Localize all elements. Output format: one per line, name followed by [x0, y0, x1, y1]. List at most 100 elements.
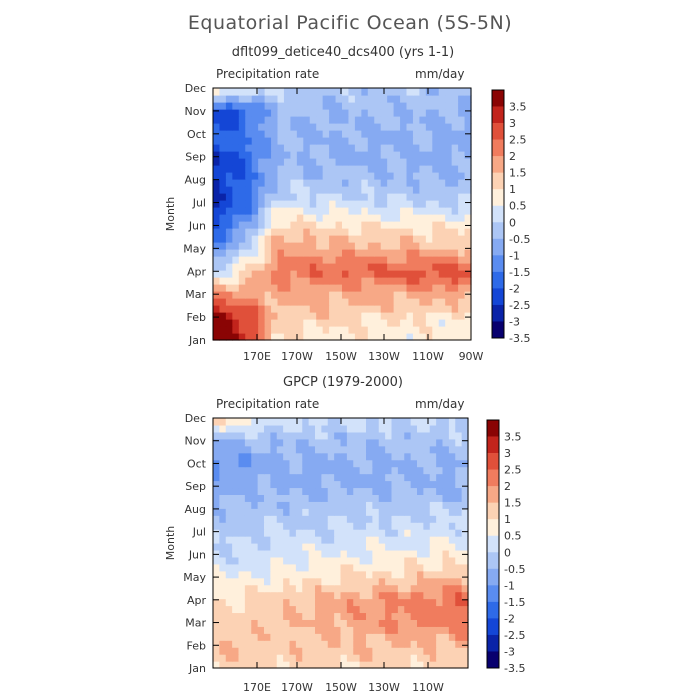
- heatmap-cell: [438, 151, 446, 159]
- heatmap-cell: [334, 570, 342, 579]
- heatmap-cell: [353, 647, 361, 655]
- heatmap-cell: [289, 549, 297, 558]
- heatmap-cell: [327, 466, 335, 475]
- heatmap-cell: [225, 291, 233, 299]
- heatmap-cell: [264, 647, 271, 655]
- heatmap-cell: [316, 88, 324, 96]
- heatmap-cell: [289, 556, 297, 565]
- heatmap-cell: [327, 487, 335, 495]
- heatmap-cell: [353, 452, 361, 461]
- heatmap-cell: [290, 172, 298, 180]
- heatmap-cell: [393, 235, 401, 243]
- heatmap-cell: [213, 529, 220, 537]
- heatmap-cell: [342, 326, 350, 334]
- heatmap-cell: [464, 284, 472, 292]
- heatmap-cell: [238, 501, 246, 509]
- heatmap-cell: [232, 228, 240, 236]
- heatmap-cell: [335, 207, 343, 215]
- heatmap-cell: [406, 123, 414, 131]
- heatmap-cell: [346, 501, 354, 509]
- heatmap-cell: [283, 612, 291, 620]
- heatmap-cell: [270, 633, 278, 641]
- heatmap-cell: [219, 298, 227, 306]
- heatmap-cell: [393, 291, 401, 299]
- heatmap-cell: [238, 452, 246, 461]
- heatmap-cell: [378, 626, 386, 634]
- heatmap-cell: [277, 130, 285, 138]
- heatmap-cell: [213, 494, 220, 502]
- heatmap-cell: [276, 598, 284, 607]
- heatmap-cell: [295, 529, 303, 537]
- heatmap-cell: [232, 473, 240, 482]
- heatmap-cell: [277, 249, 285, 257]
- heatmap-cell: [436, 452, 444, 461]
- heatmap-cell: [238, 459, 246, 468]
- heatmap-cell: [348, 312, 356, 320]
- heatmap-cell: [451, 116, 459, 124]
- heatmap-cell: [464, 228, 472, 236]
- heatmap-cell: [429, 480, 437, 489]
- heatmap-cell: [391, 529, 399, 537]
- heatmap-cell: [245, 158, 253, 166]
- heatmap-cell: [316, 165, 324, 173]
- heatmap-cell: [445, 291, 453, 299]
- heatmap-cell: [244, 605, 252, 614]
- heatmap-cell: [464, 151, 472, 159]
- heatmap-cell: [404, 501, 412, 509]
- heatmap-cell: [322, 291, 330, 299]
- heatmap-cell: [442, 633, 450, 641]
- heatmap-cell: [264, 633, 271, 641]
- heatmap-cell: [295, 598, 303, 607]
- heatmap-cell: [296, 88, 304, 96]
- heatmap-cell: [346, 480, 354, 489]
- heatmap-cell: [225, 494, 233, 502]
- heatmap-cell: [258, 221, 266, 229]
- heatmap-cell: [385, 501, 393, 509]
- heatmap-cell: [289, 633, 297, 641]
- heatmap-cell: [429, 459, 437, 468]
- heatmap-cell: [391, 445, 399, 454]
- heatmap-cell: [410, 543, 418, 551]
- heatmap-cell: [380, 298, 388, 306]
- heatmap-cell: [387, 263, 395, 271]
- heatmap-cell: [436, 549, 444, 558]
- heatmap-cell: [270, 570, 278, 579]
- heatmap-cell: [442, 466, 450, 475]
- heatmap-cell: [346, 515, 354, 523]
- heatmap-cell: [296, 172, 304, 180]
- heatmap-cell: [283, 591, 291, 600]
- heatmap-cell: [348, 249, 356, 257]
- heatmap-cell: [309, 298, 317, 306]
- heatmap-cell: [264, 235, 272, 243]
- heatmap-cell: [329, 284, 337, 292]
- heatmap-cell: [353, 619, 361, 627]
- heatmap-cell: [283, 508, 291, 516]
- heatmap-cell: [244, 494, 252, 502]
- heatmap-cell: [327, 605, 335, 614]
- heatmap-cell: [309, 228, 317, 236]
- heatmap-cell: [315, 543, 322, 551]
- heatmap-cell: [213, 661, 220, 669]
- heatmap-cell: [271, 228, 279, 236]
- heatmap-cell: [412, 333, 420, 341]
- heatmap-cell: [290, 214, 298, 222]
- heatmap-cell: [380, 305, 388, 313]
- heatmap-cell: [359, 598, 367, 607]
- heatmap-cell: [346, 473, 354, 482]
- heatmap-cell: [316, 109, 324, 117]
- heatmap-cell: [458, 298, 466, 306]
- heatmap-cell: [419, 123, 427, 131]
- heatmap-cell: [238, 647, 246, 655]
- heatmap-cell: [225, 144, 233, 152]
- heatmap-cell: [257, 438, 265, 447]
- heatmap-cell: [283, 305, 291, 313]
- heatmap-cell: [316, 158, 324, 166]
- heatmap-cell: [374, 256, 382, 264]
- heatmap-cell: [436, 480, 444, 489]
- heatmap-cell: [271, 270, 279, 278]
- heatmap-cell: [329, 172, 337, 180]
- heatmap-cell: [219, 179, 227, 187]
- heatmap-cell: [219, 577, 227, 586]
- heatmap-cell: [335, 109, 343, 117]
- heatmap-cell: [322, 242, 330, 250]
